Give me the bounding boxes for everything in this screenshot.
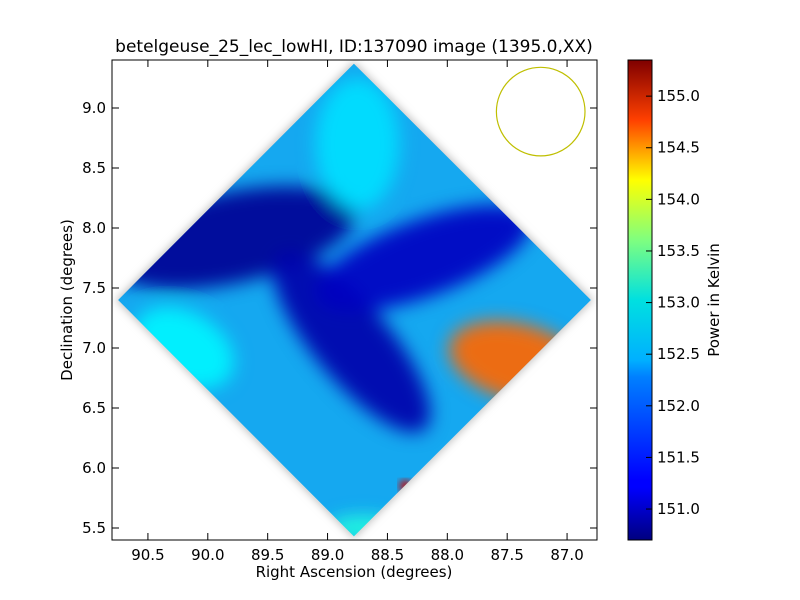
x-tick-label: 87.0 xyxy=(550,546,583,564)
x-axis-label: Right Ascension (degrees) xyxy=(256,563,453,581)
y-tick-label: 8.5 xyxy=(82,159,106,177)
plot-frame xyxy=(111,59,598,541)
colorbar-tick-label: 151.0 xyxy=(657,500,700,518)
x-axis-ticks: 90.5 90.0 89.5 89.0 88.5 88.0 87.5 87.0 xyxy=(131,60,584,564)
colorbar-tick-label: 153.5 xyxy=(657,242,700,260)
colorbar-tick-label: 151.5 xyxy=(657,448,700,466)
colorbar-label: Power in Kelvin xyxy=(705,243,723,357)
beam-circle xyxy=(495,66,586,157)
y-tick-label: 6.5 xyxy=(82,399,106,417)
colorbar-tick-label: 154.5 xyxy=(657,139,700,157)
y-tick-label: 7.0 xyxy=(82,339,106,357)
y-axis-ticks: 5.5 6.0 6.5 7.0 7.5 8.0 8.5 9.0 xyxy=(82,99,597,537)
y-tick-label: 6.0 xyxy=(82,459,106,477)
x-tick-label: 88.0 xyxy=(431,546,464,564)
x-tick-label: 87.5 xyxy=(490,546,523,564)
colorbar-ticks: 151.0 151.5 152.0 152.5 153.0 153.5 154.0 154.5… xyxy=(646,87,700,518)
y-tick-label: 5.5 xyxy=(82,519,106,537)
y-tick-label: 7.5 xyxy=(82,279,106,297)
heatmap-feature xyxy=(272,251,431,433)
heatmap-feature xyxy=(315,78,400,210)
x-tick-label: 88.5 xyxy=(371,546,404,564)
y-axis-label: Declination (degrees) xyxy=(58,219,76,381)
colorbar-tick-label: 152.5 xyxy=(657,345,700,363)
x-tick-label: 89.0 xyxy=(311,546,344,564)
chart-title: betelgeuse_25_lec_lowHI, ID:137090 image… xyxy=(115,37,593,57)
x-tick-label: 90.0 xyxy=(191,546,224,564)
colorbar-tick-label: 155.0 xyxy=(657,87,700,105)
plot-area xyxy=(112,60,597,540)
y-tick-label: 9.0 xyxy=(82,99,106,117)
y-tick-label: 8.0 xyxy=(82,219,106,237)
colorbar-tick-label: 154.0 xyxy=(657,190,700,208)
colorbar-tick-label: 153.0 xyxy=(657,294,700,312)
x-tick-label: 89.5 xyxy=(251,546,284,564)
colorbar-tick-label: 152.0 xyxy=(657,397,700,415)
x-tick-label: 90.5 xyxy=(131,546,164,564)
colorbar xyxy=(627,59,653,541)
heatmap-feature xyxy=(315,204,532,312)
